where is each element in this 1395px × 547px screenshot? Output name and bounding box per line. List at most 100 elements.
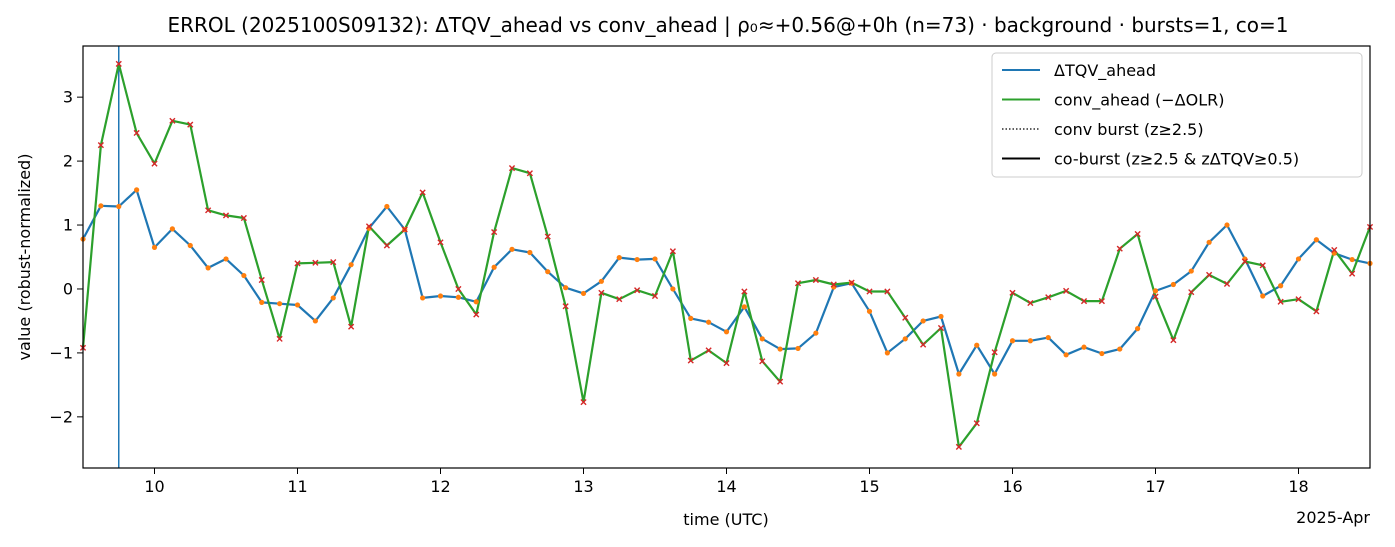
tqv-point <box>1260 293 1266 299</box>
tqv-point <box>884 350 890 356</box>
tqv-point <box>688 315 694 321</box>
y-axis-label: value (robust-normalized) <box>15 154 34 361</box>
tqv-point <box>1152 288 1159 294</box>
tqv-point <box>1081 344 1087 350</box>
tqv-point <box>134 187 140 193</box>
tqv-point <box>1295 256 1302 262</box>
conv-point <box>419 189 426 196</box>
tqv-point <box>974 342 980 348</box>
tqv-point <box>1117 346 1123 352</box>
conv-point <box>723 360 730 367</box>
x-tick-label: 13 <box>573 477 593 496</box>
conv-point <box>777 378 784 385</box>
tqv-point <box>277 301 283 307</box>
conv-point <box>383 242 390 249</box>
conv-point <box>544 233 551 240</box>
conv-point <box>651 292 659 300</box>
tqv-point <box>741 304 747 310</box>
conv-point <box>1223 280 1231 287</box>
tqv-point <box>330 295 336 301</box>
x-tick-label: 14 <box>716 477 736 496</box>
tqv-point <box>169 226 175 232</box>
tqv-point <box>545 269 551 275</box>
conv-point <box>973 420 980 427</box>
tqv-point <box>795 345 801 352</box>
tqv-point <box>956 371 962 377</box>
conv-point <box>920 341 927 348</box>
tqv-point <box>902 336 908 342</box>
conv-point <box>1045 294 1052 301</box>
conv-point <box>240 214 247 222</box>
conv-point <box>1331 246 1338 254</box>
tqv-point <box>527 249 533 256</box>
tqv-point <box>1009 338 1016 344</box>
conv-point <box>902 314 909 321</box>
conv-point <box>115 60 122 67</box>
tqv-point <box>1278 283 1284 289</box>
conv-point <box>705 347 712 354</box>
x-tick-label: 12 <box>430 477 450 496</box>
conv-point <box>580 399 587 406</box>
conv-point <box>1152 293 1159 300</box>
conv-point <box>955 443 962 450</box>
tqv-point <box>1170 281 1176 288</box>
tqv-point <box>670 286 676 292</box>
plot-area <box>79 45 1374 469</box>
tqv-point <box>1224 222 1230 228</box>
tqv-point <box>920 318 926 324</box>
legend: ΔTQV_ahead conv_ahead (−ΔOLR) conv burst (… <box>991 52 1363 178</box>
conv-point <box>991 349 998 356</box>
conv-point <box>133 129 140 137</box>
conv-point <box>1277 298 1284 305</box>
conv-point <box>348 323 355 330</box>
tqv-point <box>1099 350 1105 357</box>
x-tick-label: 11 <box>287 477 307 496</box>
tqv-point <box>294 302 301 308</box>
conv-point <box>1259 262 1266 269</box>
tqv-point <box>223 256 229 262</box>
tqv-point <box>723 329 730 335</box>
conv-point <box>562 303 569 310</box>
conv-point <box>598 289 605 296</box>
legend-box <box>991 52 1363 178</box>
conv-point <box>812 276 819 284</box>
tqv-point <box>777 346 783 352</box>
x-tick-label: 17 <box>1145 477 1165 496</box>
conv-point <box>1313 308 1320 315</box>
conv-point <box>97 142 104 149</box>
conv-point <box>1063 287 1070 294</box>
tqv-point <box>563 285 569 291</box>
series-line-0 <box>82 188 1371 376</box>
x-tick-label: 10 <box>144 477 164 496</box>
tqv-point <box>348 262 354 268</box>
y-tick-label: 3 <box>63 88 73 107</box>
conv-point <box>437 239 444 246</box>
tqv-point <box>98 203 104 209</box>
conv-point <box>1116 245 1123 252</box>
y-tick-label: 1 <box>63 216 73 235</box>
x-offset-label: 2025-Apr <box>1296 508 1370 527</box>
y-tick-label: 2 <box>63 152 73 171</box>
conv-point <box>491 228 498 236</box>
tqv-point <box>187 242 193 249</box>
tqv-point <box>455 294 461 300</box>
tqv-point <box>205 265 211 271</box>
conv-point <box>866 288 873 295</box>
conv-point <box>205 207 212 214</box>
conv-point <box>1009 289 1016 296</box>
conv-point <box>1170 337 1177 344</box>
tqv-point <box>992 371 998 377</box>
conv-point <box>330 259 337 266</box>
conv-point <box>508 165 516 172</box>
legend-label: co-burst (z≥2.5 & zΔTQV≥0.5) <box>1054 150 1299 169</box>
tqv-point <box>616 255 622 261</box>
conv-point <box>294 260 301 267</box>
legend-label: ΔTQV_ahead <box>1054 61 1156 81</box>
legend-label: conv_ahead (−ΔOLR) <box>1054 91 1225 111</box>
tqv-point <box>1313 237 1319 243</box>
conv-point <box>1027 299 1034 307</box>
tqv-point <box>1063 352 1069 358</box>
x-axis-label: time (UTC) <box>683 510 768 529</box>
tqv-point <box>509 246 515 252</box>
